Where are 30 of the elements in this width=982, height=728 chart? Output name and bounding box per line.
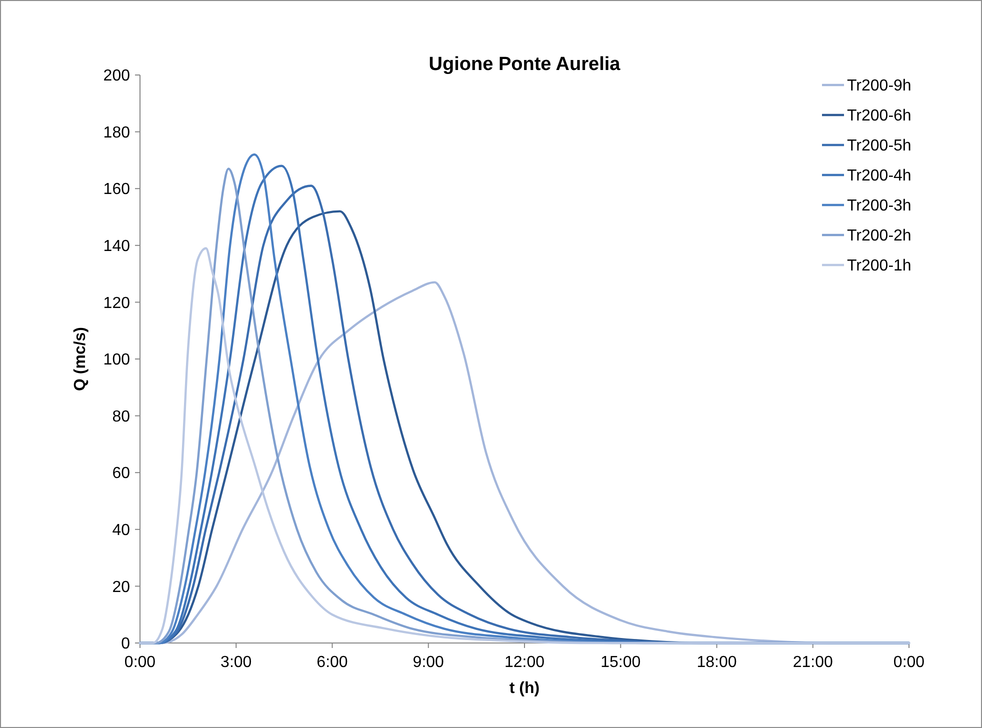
y-tick-label: 180 (103, 124, 130, 142)
y-tick-label: 20 (112, 578, 130, 596)
x-tick-label: 6:00 (316, 654, 348, 671)
y-tick-label: 200 (103, 68, 130, 85)
legend-label: Tr200-5h (847, 138, 912, 155)
x-tick-label: 9:00 (412, 654, 444, 671)
x-tick-label: 15:00 (600, 654, 641, 671)
x-tick-label: 0:00 (124, 654, 156, 671)
y-tick-label: 140 (103, 238, 130, 255)
y-tick-label: 40 (112, 522, 130, 539)
x-tick-label: 18:00 (696, 654, 737, 671)
x-tick-label: 21:00 (792, 654, 833, 671)
legend-label: Tr200-1h (847, 258, 912, 275)
y-tick-label: 60 (112, 465, 130, 482)
legend-label: Tr200-9h (847, 78, 912, 95)
chart-title: Ugione Ponte Aurelia (428, 54, 621, 75)
x-tick-label: 0:00 (893, 654, 925, 671)
x-axis-title: t (h) (509, 680, 540, 697)
y-tick-label: 120 (103, 294, 130, 312)
y-axis-title: Q (mc/s) (72, 326, 89, 392)
legend-label: Tr200-6h (847, 108, 912, 125)
legend-label: Tr200-4h (847, 168, 912, 185)
x-tick-label: 12:00 (504, 654, 545, 671)
y-tick-label: 100 (103, 352, 130, 369)
y-tick-label: 160 (103, 181, 130, 198)
legend-label: Tr200-3h (847, 198, 912, 215)
x-tick-label: 3:00 (220, 654, 252, 671)
y-tick-label: 80 (112, 408, 130, 426)
y-tick-label: 0 (121, 636, 130, 653)
legend-label: Tr200-2h (847, 228, 912, 245)
